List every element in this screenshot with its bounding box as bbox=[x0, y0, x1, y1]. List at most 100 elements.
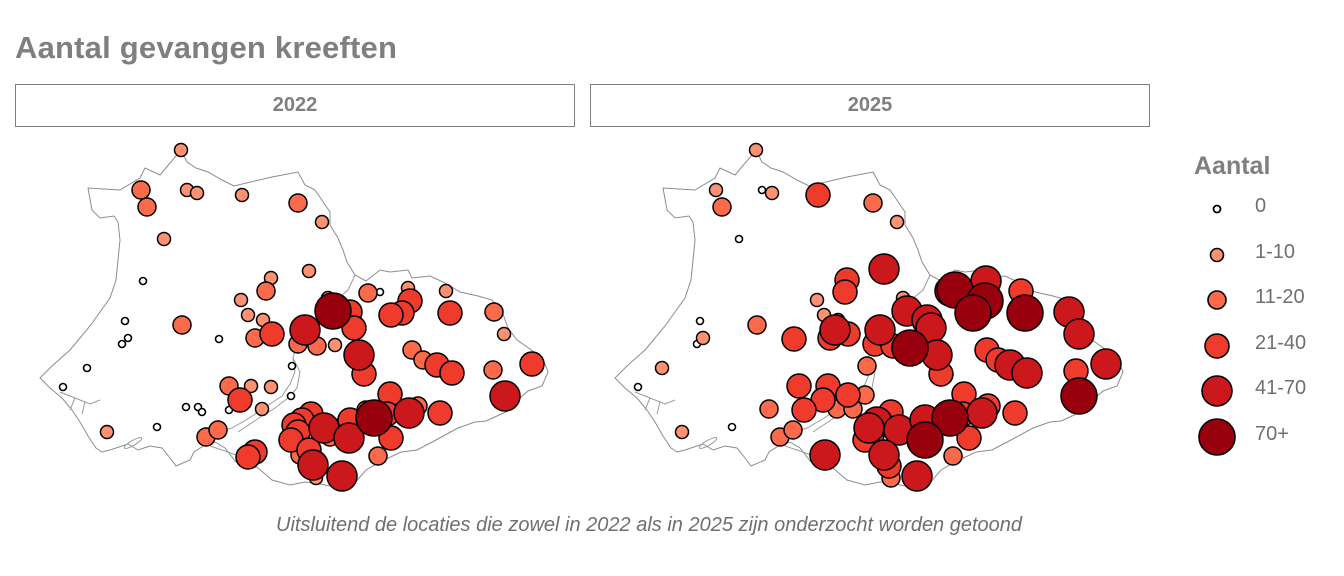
location-bubble bbox=[243, 378, 259, 394]
location-bubble bbox=[695, 316, 705, 326]
legend-title: Aantal bbox=[1194, 152, 1271, 180]
location-bubble bbox=[173, 142, 189, 158]
location-bubble bbox=[368, 446, 388, 466]
legend-item-70-plus: 70+ bbox=[1194, 415, 1344, 461]
location-bubble bbox=[358, 283, 378, 303]
legend-label: 21-40 bbox=[1255, 331, 1307, 354]
location-bubble bbox=[868, 439, 900, 471]
location-bubble bbox=[853, 412, 885, 444]
location-bubble bbox=[519, 351, 545, 377]
legend-item-0: 0 bbox=[1194, 187, 1344, 233]
caption: Uitsluitend de locaties die zowel in 202… bbox=[276, 514, 1023, 536]
location-bubble bbox=[857, 356, 877, 376]
location-bubble bbox=[437, 300, 463, 326]
location-bubble bbox=[289, 314, 321, 346]
location-bubble bbox=[1060, 377, 1098, 415]
location-bubble bbox=[966, 397, 998, 429]
legend-label: 1-10 bbox=[1255, 240, 1296, 263]
location-bubble bbox=[189, 185, 205, 201]
location-bubble bbox=[906, 421, 944, 459]
location-bubble bbox=[172, 315, 192, 335]
chart-title: Aantal gevangen kreeften bbox=[15, 30, 398, 65]
legend-item-41-70: 41-70 bbox=[1194, 369, 1344, 415]
location-bubble bbox=[181, 402, 191, 412]
location-bubble bbox=[240, 307, 256, 323]
location-bubble bbox=[235, 444, 261, 470]
location-bubble bbox=[1090, 348, 1122, 380]
location-bubble bbox=[120, 316, 130, 326]
legend-item-11-20: 11-20 bbox=[1194, 278, 1344, 324]
location-bubble bbox=[809, 439, 841, 471]
location-bubble bbox=[234, 187, 250, 203]
location-bubble bbox=[355, 399, 393, 437]
location-bubble bbox=[314, 214, 330, 230]
circle-icon bbox=[1198, 418, 1236, 456]
location-bubble bbox=[633, 382, 643, 392]
location-bubble bbox=[496, 326, 512, 342]
location-bubble bbox=[943, 446, 963, 466]
location-bubble bbox=[764, 185, 780, 201]
map-panel-2025 bbox=[614, 142, 1124, 492]
size-legend: Aantal 0 1-10 11-20 21-40 41-70 70+ bbox=[1194, 152, 1344, 461]
location-bubble bbox=[326, 460, 358, 492]
location-bubble bbox=[489, 380, 521, 412]
location-bubble bbox=[227, 387, 253, 413]
location-bubble bbox=[956, 425, 982, 451]
location-bubble bbox=[117, 339, 127, 349]
location-bubble bbox=[809, 292, 825, 308]
location-bubble bbox=[819, 314, 851, 346]
location-bubble bbox=[393, 397, 425, 429]
location-bubble bbox=[156, 231, 172, 247]
facet-label: 2022 bbox=[272, 94, 318, 116]
map-panel-2022 bbox=[39, 142, 549, 492]
location-bubble bbox=[786, 373, 812, 399]
circle-icon bbox=[1209, 247, 1225, 262]
location-bubble bbox=[263, 379, 279, 395]
location-bubble bbox=[695, 330, 711, 346]
legend-label: 11-20 bbox=[1255, 286, 1305, 309]
location-bubble bbox=[1063, 318, 1095, 350]
location-bubble bbox=[783, 420, 803, 440]
location-bubble bbox=[343, 339, 375, 371]
location-bubble bbox=[889, 214, 905, 230]
circle-icon bbox=[1212, 204, 1222, 214]
facet-label: 2025 bbox=[847, 94, 893, 116]
location-bubble bbox=[152, 422, 162, 432]
location-bubble bbox=[327, 337, 343, 353]
location-bubble bbox=[891, 329, 929, 367]
location-bubble bbox=[674, 424, 690, 440]
map-panels bbox=[39, 142, 1124, 492]
location-bubble bbox=[727, 422, 737, 432]
legend-label: 41-70 bbox=[1255, 377, 1307, 400]
bubble-layer-2025 bbox=[633, 142, 1122, 492]
location-bubble bbox=[438, 283, 454, 299]
location-bubble bbox=[832, 279, 858, 305]
location-bubble bbox=[712, 197, 732, 217]
location-bubble bbox=[427, 400, 453, 426]
location-bubble bbox=[439, 360, 465, 386]
location-bubble bbox=[757, 185, 767, 195]
location-bubble bbox=[759, 399, 779, 419]
location-bubble bbox=[734, 234, 744, 244]
location-bubble bbox=[287, 361, 297, 371]
location-bubble bbox=[333, 422, 365, 454]
bubble-layer-2022 bbox=[58, 142, 545, 492]
location-bubble bbox=[288, 193, 308, 213]
location-bubble bbox=[254, 401, 270, 417]
location-bubble bbox=[708, 182, 724, 198]
location-bubble bbox=[484, 302, 504, 322]
circle-icon bbox=[1207, 290, 1227, 310]
location-bubble bbox=[297, 449, 329, 481]
location-bubble bbox=[378, 302, 404, 328]
location-bubble bbox=[931, 399, 969, 437]
location-bubble bbox=[256, 281, 276, 301]
legend-item-1-10: 1-10 bbox=[1194, 233, 1344, 279]
location-bubble bbox=[1002, 400, 1028, 426]
location-bubble bbox=[791, 397, 817, 423]
location-bubble bbox=[214, 334, 224, 344]
location-bubble bbox=[781, 326, 807, 352]
location-bubble bbox=[901, 460, 933, 492]
location-bubble bbox=[131, 180, 151, 200]
location-bubble bbox=[748, 142, 764, 158]
location-bubble bbox=[138, 276, 148, 286]
